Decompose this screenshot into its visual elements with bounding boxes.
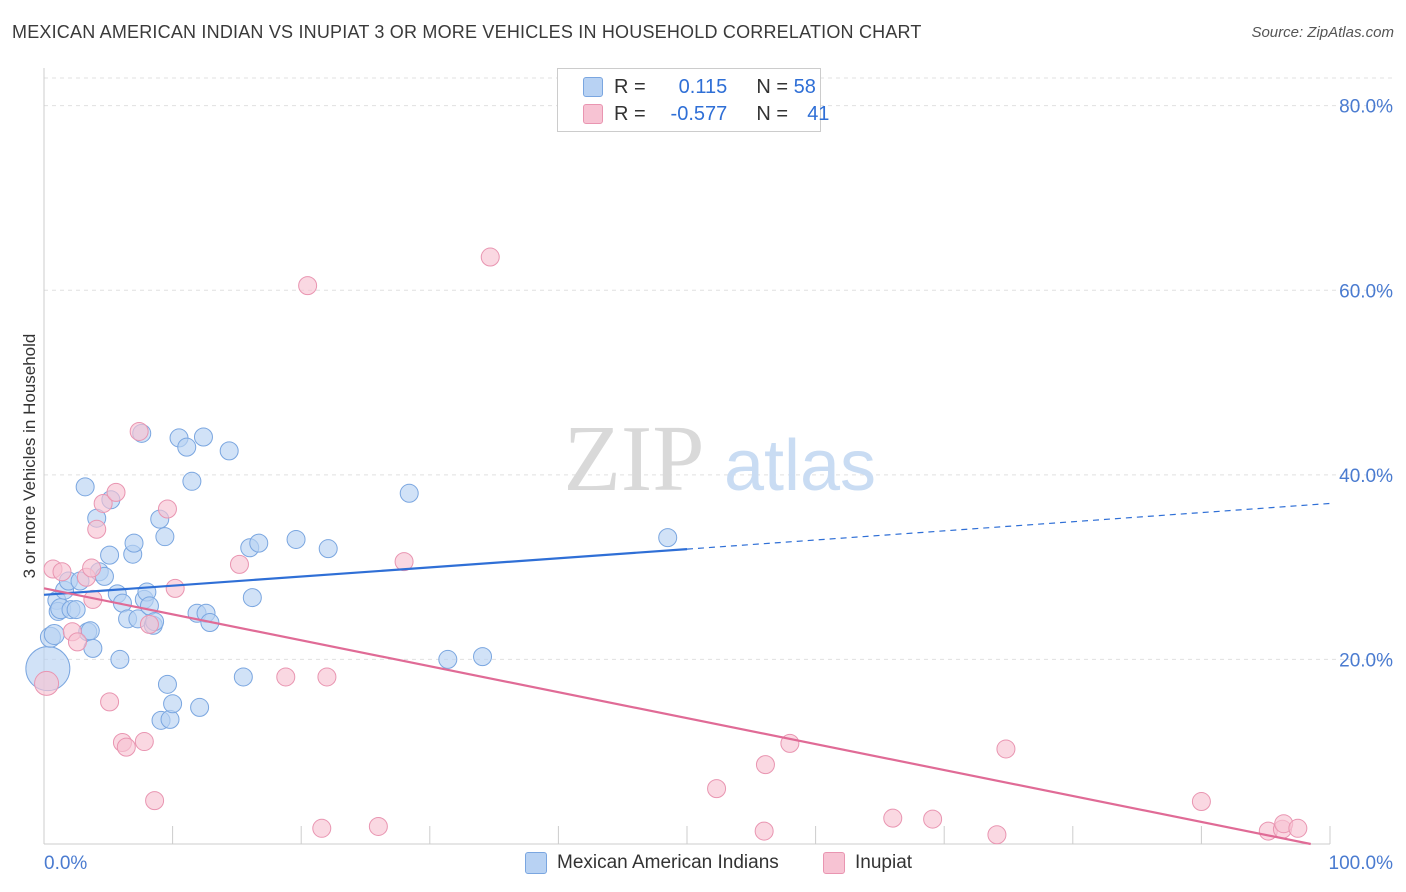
bottom-legend-label-1: Mexican American Indians bbox=[557, 852, 779, 873]
y-tick-label: 80.0% bbox=[1339, 97, 1393, 118]
point-inupiat bbox=[100, 692, 120, 712]
point-mexican-american-indians bbox=[75, 477, 95, 497]
legend-n-value-1: 58 bbox=[793, 75, 816, 98]
point-inupiat bbox=[106, 482, 126, 502]
legend-r-label: R = bbox=[614, 102, 646, 125]
point-inupiat bbox=[34, 670, 60, 696]
tick-labels: 20.0% 40.0% 60.0% 80.0% 0.0% 100.0% bbox=[44, 97, 1393, 874]
point-inupiat bbox=[368, 816, 388, 836]
point-inupiat bbox=[276, 667, 296, 687]
point-mexican-american-indians bbox=[43, 624, 65, 646]
axes bbox=[43, 68, 1331, 845]
bottom-legend-inupiat: Inupiat bbox=[823, 852, 912, 874]
point-inupiat bbox=[317, 667, 337, 687]
point-mexican-american-indians bbox=[438, 649, 458, 669]
point-inupiat bbox=[87, 519, 107, 539]
y-tick-label: 20.0% bbox=[1339, 650, 1393, 671]
point-inupiat bbox=[298, 276, 318, 296]
point-inupiat bbox=[755, 755, 775, 775]
point-mexican-american-indians bbox=[286, 529, 306, 549]
point-inupiat bbox=[116, 737, 136, 757]
point-mexican-american-indians bbox=[399, 483, 419, 503]
point-mexican-american-indians bbox=[155, 527, 175, 547]
point-inupiat bbox=[229, 554, 249, 574]
point-inupiat bbox=[93, 493, 113, 513]
point-mexican-american-indians bbox=[100, 545, 120, 565]
point-inupiat bbox=[129, 421, 149, 441]
y-tick-label: 40.0% bbox=[1339, 466, 1393, 487]
legend-r-value-2: -0.577 bbox=[670, 102, 728, 125]
point-mexican-american-indians bbox=[66, 600, 86, 620]
point-mexican-american-indians bbox=[242, 588, 262, 608]
point-inupiat bbox=[1191, 792, 1211, 812]
legend-n-value-2: 41 bbox=[807, 102, 830, 125]
point-mexican-american-indians bbox=[193, 427, 213, 447]
legend-swatch-blue bbox=[583, 77, 603, 97]
point-mexican-american-indians bbox=[318, 539, 338, 559]
point-inupiat bbox=[480, 247, 500, 267]
watermark: ZIP atlas bbox=[564, 407, 877, 511]
point-inupiat bbox=[883, 808, 903, 828]
watermark-zip: ZIP bbox=[564, 407, 705, 511]
point-inupiat bbox=[157, 499, 177, 519]
point-inupiat bbox=[165, 578, 185, 598]
point-mexican-american-indians bbox=[124, 533, 144, 553]
point-mexican-american-indians bbox=[157, 674, 177, 694]
bottom-legend-swatch-pink bbox=[823, 852, 845, 874]
point-mexican-american-indians bbox=[249, 533, 269, 553]
point-mexican-american-indians bbox=[473, 647, 493, 667]
point-inupiat bbox=[145, 791, 165, 811]
point-inupiat bbox=[82, 558, 102, 578]
chart-title: MEXICAN AMERICAN INDIAN VS INUPIAT 3 OR … bbox=[12, 22, 922, 42]
point-inupiat bbox=[1288, 818, 1308, 838]
trend-line-inupiat bbox=[43, 587, 1311, 846]
point-inupiat bbox=[67, 632, 87, 652]
source-label: Source: ZipAtlas.com bbox=[1251, 24, 1394, 41]
point-inupiat bbox=[394, 552, 414, 572]
bottom-legend-mexican-american-indians: Mexican American Indians bbox=[525, 852, 779, 874]
point-mexican-american-indians bbox=[160, 709, 180, 729]
point-inupiat bbox=[987, 825, 1007, 845]
correlation-legend: R = 0.115 N = 58 R = -0.577 N = 41 bbox=[557, 68, 829, 132]
point-inupiat bbox=[996, 739, 1016, 759]
point-mexican-american-indians bbox=[110, 649, 130, 669]
point-inupiat bbox=[312, 818, 332, 838]
point-mexican-american-indians bbox=[182, 471, 202, 491]
point-inupiat bbox=[52, 562, 72, 582]
point-mexican-american-indians bbox=[177, 437, 197, 457]
point-inupiat bbox=[139, 614, 159, 634]
point-mexican-american-indians bbox=[233, 667, 253, 687]
bottom-legend-label-2: Inupiat bbox=[855, 852, 913, 873]
x-tick-label-right: 100.0% bbox=[1329, 853, 1394, 874]
legend-n-label: N = bbox=[756, 102, 789, 125]
series-inupiat bbox=[34, 247, 1308, 845]
watermark-atlas: atlas bbox=[724, 426, 876, 506]
point-mexican-american-indians bbox=[219, 441, 239, 461]
point-inupiat bbox=[923, 809, 943, 829]
legend-r-value-1: 0.115 bbox=[678, 75, 728, 98]
point-inupiat bbox=[134, 732, 154, 752]
x-tick-label-left: 0.0% bbox=[44, 853, 87, 874]
legend-n-label: N = bbox=[756, 75, 789, 98]
point-mexican-american-indians bbox=[163, 694, 183, 714]
y-axis-label: 3 or more Vehicles in Household bbox=[20, 333, 39, 579]
trend-lines bbox=[43, 502, 1331, 846]
point-inupiat bbox=[754, 821, 774, 841]
trend-line-mexican-american-indians-extension bbox=[686, 502, 1331, 550]
trend-line-mexican-american-indians bbox=[43, 548, 688, 596]
legend-r-label: R = bbox=[614, 75, 646, 98]
gridlines bbox=[44, 77, 1393, 660]
y-tick-label: 60.0% bbox=[1339, 281, 1393, 302]
point-mexican-american-indians bbox=[190, 697, 210, 717]
point-mexican-american-indians bbox=[658, 528, 678, 548]
point-inupiat bbox=[707, 779, 727, 799]
legend-swatch-pink bbox=[583, 104, 603, 124]
bottom-legend-swatch-blue bbox=[525, 852, 547, 874]
